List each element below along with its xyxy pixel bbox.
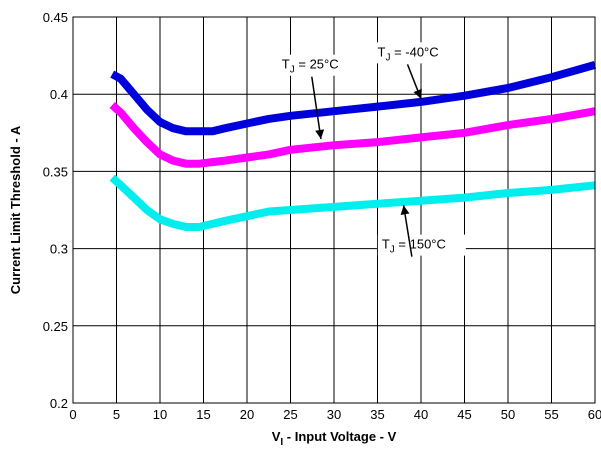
x-axis-title-main: V <box>272 429 281 444</box>
x-tick-label: 30 <box>327 407 341 422</box>
annotations: TJ = -40°CTJ = 25°CTJ = 150°C <box>277 42 466 257</box>
tick-labels: 0 5 10 15 20 25 30 35 40 45 50 55 60 0.2 0.25 0.3 0.35 0.… <box>43 10 601 422</box>
y-tick-label: 0.4 <box>50 87 68 102</box>
plot-frame <box>72 16 596 404</box>
series-lines <box>109 61 597 231</box>
x-tick-label: 0 <box>69 407 76 422</box>
annotation-label-rest: = 150°C <box>395 237 446 252</box>
annotation-label: TJ = 150°C <box>382 237 446 256</box>
y-tick-label: 0.45 <box>43 10 68 25</box>
annotation-label-sub: J <box>390 245 395 256</box>
annotation-label-sub: J <box>385 52 390 63</box>
y-tick-label: 0.35 <box>43 164 68 179</box>
annotation-label-rest: = -40°C <box>390 44 438 59</box>
x-tick-label: 20 <box>240 407 254 422</box>
annotation-leader <box>311 76 322 140</box>
annotation-label: TJ = 25°C <box>282 57 339 76</box>
y-axis-title: Current Limit Threshold - A <box>8 125 23 294</box>
annotation-arrowhead <box>400 205 410 215</box>
x-tick-label: 50 <box>501 407 515 422</box>
y-tick-label: 0.3 <box>50 242 68 257</box>
x-tick-label: 55 <box>544 407 558 422</box>
annotation-arrowhead <box>413 88 422 99</box>
annotation-bg <box>377 234 466 256</box>
x-tick-label: 35 <box>370 407 384 422</box>
annotation-label-rest: = 25°C <box>295 57 339 72</box>
series-line <box>109 174 596 231</box>
x-tick-label: 45 <box>457 407 471 422</box>
x-tick-label: 10 <box>153 407 167 422</box>
annotation-label: TJ = -40°C <box>378 44 439 63</box>
x-tick-label: 40 <box>414 407 428 422</box>
y-tick-label: 0.2 <box>50 396 68 411</box>
x-axis-title-sub: I <box>280 437 283 448</box>
y-tick-label: 0.25 <box>43 319 68 334</box>
x-tick-label: 60 <box>588 407 601 422</box>
annotation-label-main: T <box>378 44 386 59</box>
series-line <box>109 102 596 168</box>
annotation-label-main: T <box>282 57 290 72</box>
x-axis-title: VI - Input Voltage - V <box>272 429 397 448</box>
series-line <box>110 61 597 136</box>
x-tick-label: 5 <box>113 407 120 422</box>
annotation-label-main: T <box>382 237 390 252</box>
annotation-label-sub: J <box>290 65 295 76</box>
annotation-bg <box>277 54 366 76</box>
x-tick-label: 25 <box>283 407 297 422</box>
annotation-bg <box>373 42 462 64</box>
annotation-arrowhead <box>315 129 325 139</box>
x-tick-label: 15 <box>196 407 210 422</box>
x-axis-title-rest: - Input Voltage - V <box>283 429 396 444</box>
